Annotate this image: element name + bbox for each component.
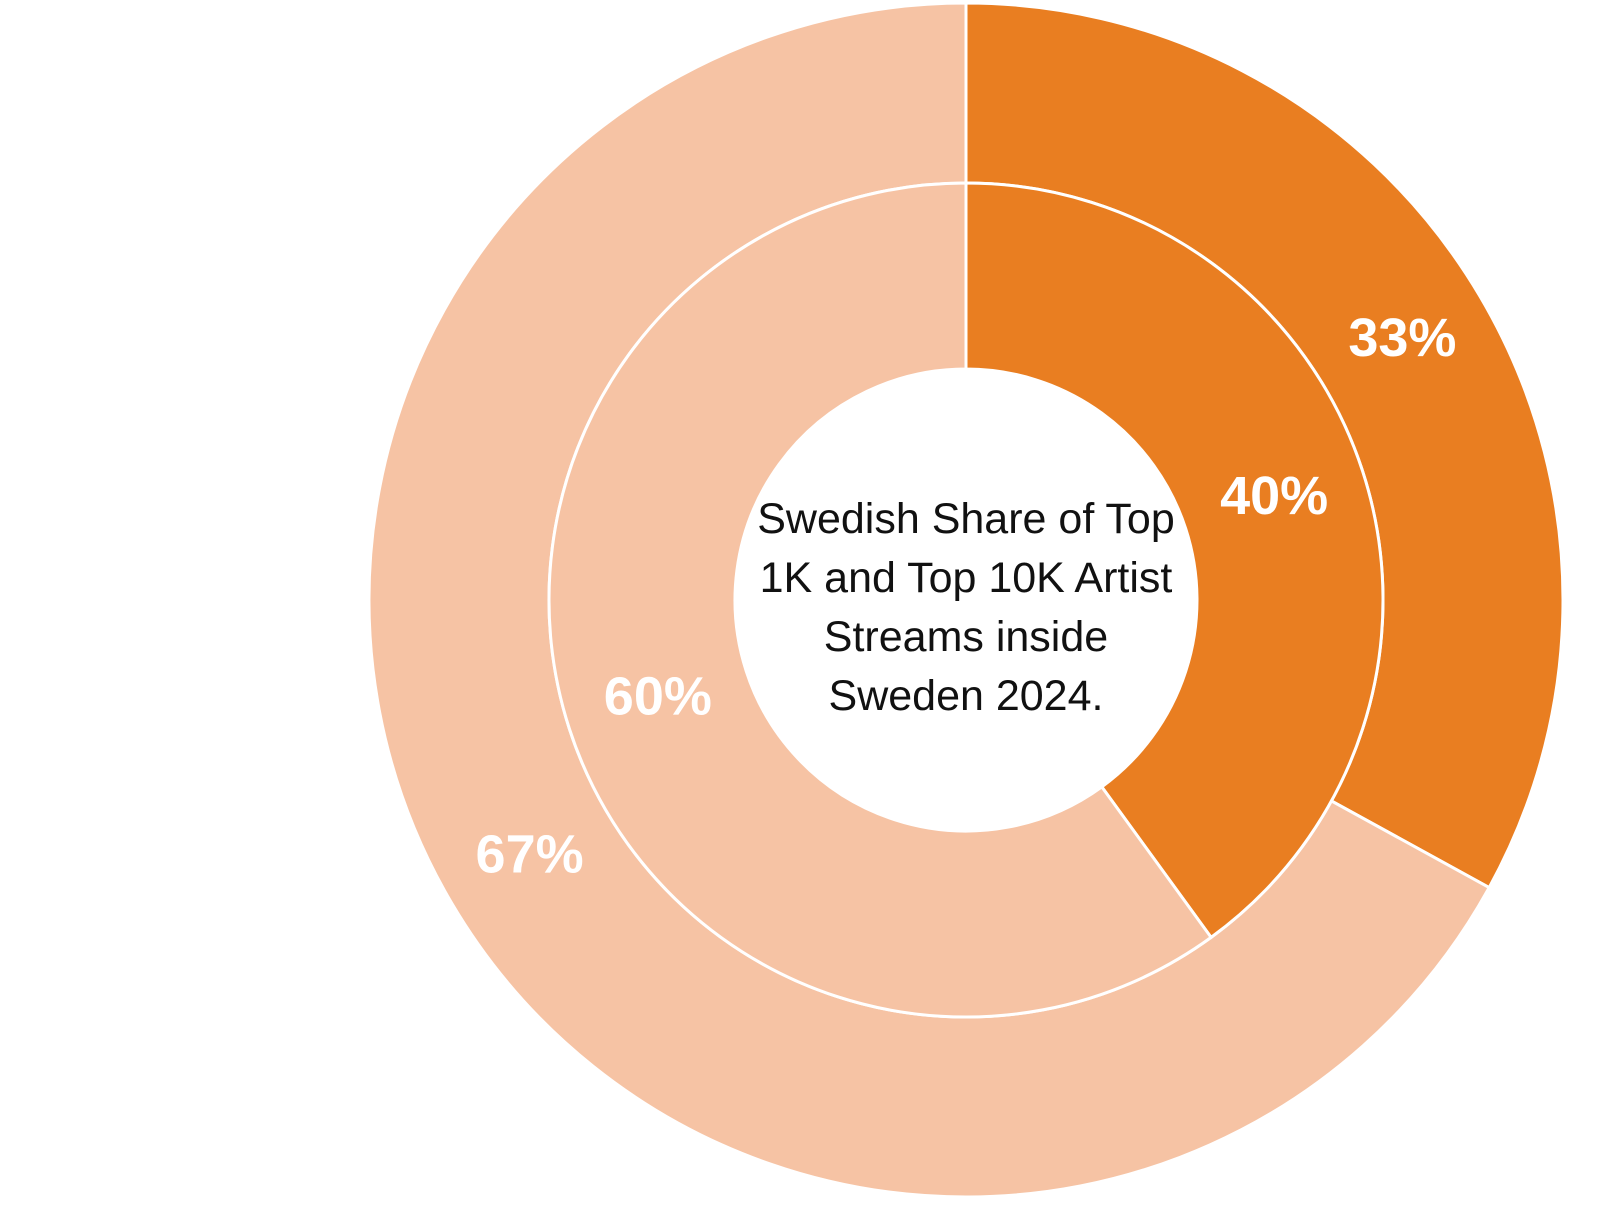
donut-segment: [547, 181, 1214, 1019]
donut-segment: [964, 181, 1385, 940]
value-label: 40%: [1220, 466, 1328, 526]
chart-title: Swedish Share of Top 1K and Top 10K Arti…: [757, 495, 1175, 720]
value-label: 67%: [476, 824, 584, 884]
value-label: 33%: [1348, 308, 1456, 368]
value-label: 60%: [604, 666, 712, 726]
